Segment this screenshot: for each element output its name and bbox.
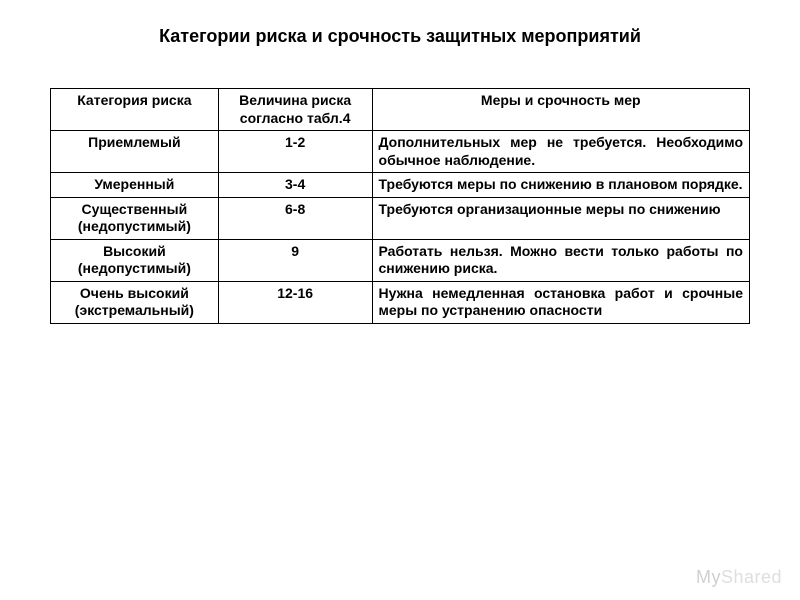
header-measures: Меры и срочность мер [372, 89, 749, 131]
table-container: Категория риска Величина риска согласно … [0, 68, 800, 324]
table-body: Приемлемый 1-2 Дополнительных мер не тре… [51, 131, 750, 324]
cell-measures: Требуются организационные меры по снижен… [372, 197, 749, 239]
header-value: Величина риска согласно табл.4 [218, 89, 372, 131]
watermark: MyShared [696, 567, 782, 588]
cell-category: Очень высокий (экстремальный) [51, 281, 219, 323]
table-row: Высокий (недопустимый) 9 Работать нельзя… [51, 239, 750, 281]
cell-measures: Работать нельзя. Можно вести только рабо… [372, 239, 749, 281]
table-row: Существенный (недопустимый) 6-8 Требуютс… [51, 197, 750, 239]
cell-value: 9 [218, 239, 372, 281]
cell-category: Высокий (недопустимый) [51, 239, 219, 281]
cell-measures: Требуются меры по снижению в плановом по… [372, 173, 749, 198]
cell-measures: Нужна немедленная остановка работ и сроч… [372, 281, 749, 323]
table-header-row: Категория риска Величина риска согласно … [51, 89, 750, 131]
cell-value: 12-16 [218, 281, 372, 323]
cell-category: Приемлемый [51, 131, 219, 173]
risk-category-table: Категория риска Величина риска согласно … [50, 88, 750, 324]
page-title: Категории риска и срочность защитных мер… [0, 0, 800, 68]
watermark-part1: My [696, 567, 721, 587]
table-row: Очень высокий (экстремальный) 12-16 Нужн… [51, 281, 750, 323]
cell-category: Умеренный [51, 173, 219, 198]
cell-measures: Дополнительных мер не требуется. Необход… [372, 131, 749, 173]
cell-value: 3-4 [218, 173, 372, 198]
watermark-part2: Shared [721, 567, 782, 587]
cell-value: 6-8 [218, 197, 372, 239]
cell-value: 1-2 [218, 131, 372, 173]
table-row: Приемлемый 1-2 Дополнительных мер не тре… [51, 131, 750, 173]
header-category: Категория риска [51, 89, 219, 131]
table-row: Умеренный 3-4 Требуются меры по снижению… [51, 173, 750, 198]
cell-category: Существенный (недопустимый) [51, 197, 219, 239]
